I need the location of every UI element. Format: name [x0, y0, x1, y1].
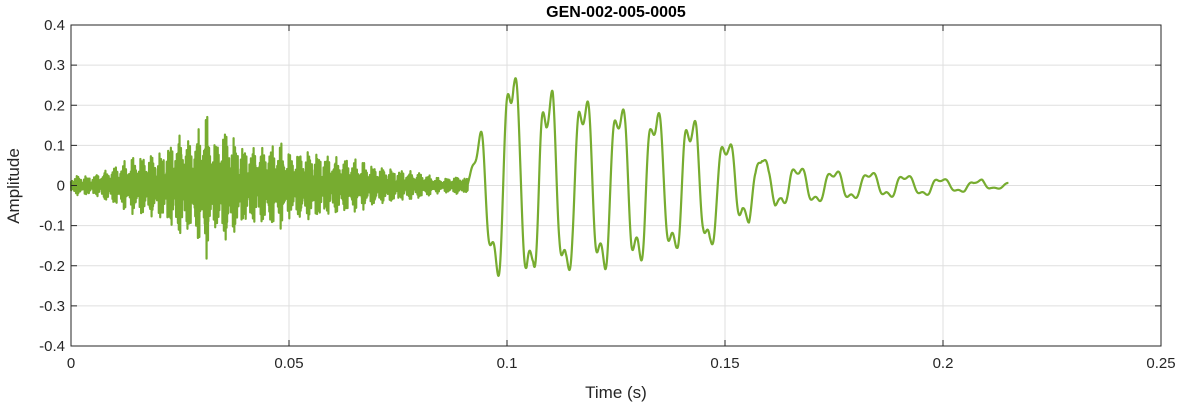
y-tick-label: 0.1: [44, 137, 65, 154]
x-tick-label: 0.1: [497, 355, 518, 372]
x-tick-label: 0.25: [1146, 355, 1175, 372]
y-tick-label: -0.4: [39, 338, 65, 355]
y-axis-label: Amplitude: [4, 148, 23, 224]
y-tick-label: -0.2: [39, 258, 65, 275]
x-tick-label: 0: [67, 355, 75, 372]
x-axis-label: Time (s): [585, 383, 647, 402]
y-tick-label: 0.4: [44, 17, 65, 34]
y-tick-label: 0.3: [44, 57, 65, 74]
y-tick-label: 0.2: [44, 97, 65, 114]
y-tick-label: 0: [57, 178, 65, 195]
x-tick-label: 0.05: [274, 355, 303, 372]
waveform-series-line: [69, 77, 1010, 277]
x-tick-label: 0.15: [710, 355, 739, 372]
y-tick-label: -0.3: [39, 298, 65, 315]
chart-title: GEN-002-005-0005: [546, 4, 686, 21]
y-tick-label: -0.1: [39, 218, 65, 235]
x-tick-label: 0.2: [933, 355, 954, 372]
